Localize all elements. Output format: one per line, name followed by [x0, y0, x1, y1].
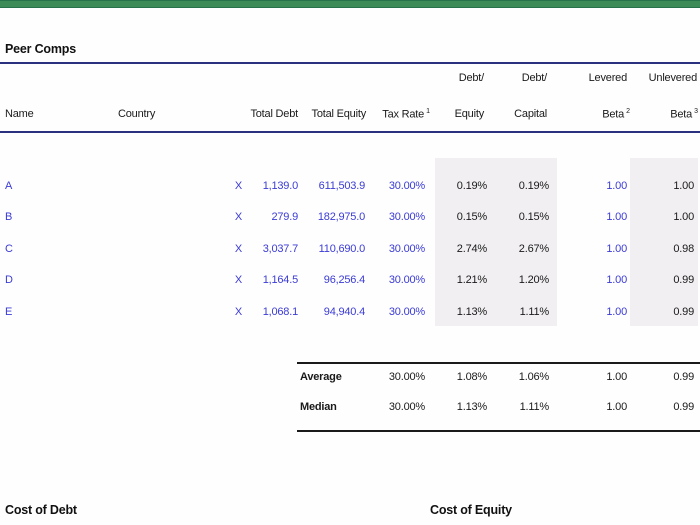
- header-unlevered-beta-label: Beta: [670, 108, 693, 121]
- header-levered-beta-footnote: 2: [626, 108, 630, 115]
- header-country: Country: [118, 108, 156, 120]
- header-tax-rate-footnote: 1: [426, 108, 430, 115]
- cell-total-equity[interactable]: 611,503.9: [318, 180, 366, 192]
- shaded-unlevered-column: [630, 158, 698, 326]
- summary-row-average: Average 30.00% 1.08% 1.06% 1.00 0.99: [0, 371, 700, 387]
- header-row-1: Debt/ Debt/ Levered Unlevered: [0, 72, 700, 88]
- cell-debt-capital[interactable]: 1.06%: [518, 371, 549, 383]
- summary-label: Average: [300, 371, 342, 383]
- cell-debt-capital[interactable]: 0.15%: [518, 211, 549, 223]
- cell-total-equity[interactable]: 96,256.4: [323, 274, 365, 286]
- cell-tax-rate[interactable]: 30.00%: [388, 243, 425, 255]
- summary-top-border: [297, 362, 700, 364]
- cell-debt-capital[interactable]: 2.67%: [518, 243, 549, 255]
- cell-levered-beta[interactable]: 1.00: [606, 211, 627, 223]
- cell-debt-capital[interactable]: 1.11%: [519, 306, 550, 318]
- cell-country-flag[interactable]: X: [234, 274, 242, 286]
- cell-levered-beta[interactable]: 1.00: [606, 371, 627, 383]
- cell-total-debt[interactable]: 1,068.1: [262, 306, 299, 318]
- header-underline: [0, 131, 700, 133]
- cell-debt-equity[interactable]: 1.13%: [456, 306, 487, 318]
- cell-tax-rate[interactable]: 30.00%: [388, 274, 425, 286]
- header-debt-capital-bottom: Capital: [514, 108, 547, 120]
- cell-tax-rate[interactable]: 30.00%: [388, 180, 425, 192]
- header-debt-equity-bottom: Equity: [454, 108, 485, 120]
- table-row: C X 3,037.7 110,690.0 30.00% 2.74% 2.67%…: [0, 243, 700, 259]
- cell-total-debt[interactable]: 1,164.5: [262, 274, 299, 286]
- shaded-ratio-columns: [435, 158, 557, 326]
- cell-country-flag[interactable]: X: [234, 180, 242, 192]
- cell-debt-equity[interactable]: 0.19%: [456, 180, 487, 192]
- cell-tax-rate[interactable]: 30.00%: [388, 211, 425, 223]
- cell-levered-beta[interactable]: 1.00: [606, 274, 627, 286]
- cell-unlevered-beta[interactable]: 0.99: [673, 401, 694, 413]
- cell-unlevered-beta[interactable]: 0.99: [673, 306, 694, 318]
- header-row-2: Name Country Total Debt Total Equity Tax…: [0, 108, 700, 124]
- cell-debt-equity[interactable]: 1.21%: [456, 274, 487, 286]
- header-unlevered-top: Unlevered: [648, 72, 698, 84]
- cell-total-debt[interactable]: 3,037.7: [262, 243, 299, 255]
- cell-debt-capital[interactable]: 0.19%: [518, 180, 549, 192]
- accent-bar: [0, 0, 700, 8]
- table-row: B X 279.9 182,975.0 30.00% 0.15% 0.15% 1…: [0, 211, 700, 227]
- table-row: E X 1,068.1 94,940.4 30.00% 1.13% 1.11% …: [0, 306, 700, 322]
- cell-total-debt[interactable]: 279.9: [271, 211, 298, 223]
- cell-tax-rate[interactable]: 30.00%: [388, 371, 425, 383]
- cell-tax-rate[interactable]: 30.00%: [388, 306, 425, 318]
- cell-debt-capital[interactable]: 1.11%: [519, 401, 550, 413]
- summary-bottom-border: [297, 430, 700, 432]
- cell-levered-beta[interactable]: 1.00: [606, 243, 627, 255]
- cell-total-equity[interactable]: 110,690.0: [318, 243, 366, 255]
- title-underline: [0, 62, 700, 64]
- header-debt-capital-top: Debt/: [521, 72, 547, 84]
- summary-label: Median: [300, 401, 337, 413]
- cell-country-flag[interactable]: X: [234, 243, 242, 255]
- cost-of-equity-title: Cost of Equity: [430, 503, 512, 517]
- header-total-debt: Total Debt: [250, 108, 298, 120]
- cell-debt-equity[interactable]: 0.15%: [456, 211, 487, 223]
- cell-unlevered-beta[interactable]: 0.99: [673, 274, 694, 286]
- table-row: D X 1,164.5 96,256.4 30.00% 1.21% 1.20% …: [0, 274, 700, 290]
- header-tax-rate: Tax Rate 1: [382, 108, 430, 121]
- cell-tax-rate[interactable]: 30.00%: [388, 401, 425, 413]
- cell-total-debt[interactable]: 1,139.0: [262, 180, 299, 192]
- cell-unlevered-beta[interactable]: 1.00: [673, 211, 694, 223]
- cell-country-flag[interactable]: X: [234, 211, 242, 223]
- cell-name[interactable]: A: [5, 180, 13, 192]
- peer-comps-title: Peer Comps: [5, 42, 76, 56]
- header-total-equity: Total Equity: [311, 108, 367, 120]
- cell-debt-equity[interactable]: 1.08%: [456, 371, 487, 383]
- cell-name[interactable]: B: [5, 211, 13, 223]
- header-tax-rate-label: Tax Rate: [382, 108, 425, 121]
- cell-total-equity[interactable]: 94,940.4: [323, 306, 365, 318]
- cost-of-debt-title: Cost of Debt: [5, 503, 77, 517]
- cell-levered-beta[interactable]: 1.00: [606, 401, 627, 413]
- summary-row-median: Median 30.00% 1.13% 1.11% 1.00 0.99: [0, 401, 700, 417]
- cell-name[interactable]: D: [5, 274, 13, 286]
- cell-unlevered-beta[interactable]: 1.00: [673, 180, 694, 192]
- header-debt-equity-top: Debt/: [458, 72, 484, 84]
- cell-debt-equity[interactable]: 1.13%: [456, 401, 487, 413]
- cell-unlevered-beta[interactable]: 0.98: [673, 243, 694, 255]
- cell-name[interactable]: E: [5, 306, 13, 318]
- cell-country-flag[interactable]: X: [234, 306, 242, 318]
- cell-debt-capital[interactable]: 1.20%: [518, 274, 549, 286]
- header-levered-beta-label: Beta: [602, 108, 625, 121]
- cell-levered-beta[interactable]: 1.00: [606, 306, 627, 318]
- cell-total-equity[interactable]: 182,975.0: [317, 211, 365, 223]
- cell-levered-beta[interactable]: 1.00: [606, 180, 627, 192]
- header-name: Name: [5, 108, 34, 120]
- header-unlevered-beta-footnote: 3: [694, 108, 698, 115]
- table-row: A X 1,139.0 611,503.9 30.00% 0.19% 0.19%…: [0, 180, 700, 196]
- header-levered-top: Levered: [588, 72, 628, 84]
- cell-debt-equity[interactable]: 2.74%: [456, 243, 487, 255]
- cell-unlevered-beta[interactable]: 0.99: [673, 371, 694, 383]
- cell-name[interactable]: C: [5, 243, 13, 255]
- header-levered-beta: Beta 2: [602, 108, 630, 121]
- header-unlevered-beta: Beta 3: [670, 108, 698, 121]
